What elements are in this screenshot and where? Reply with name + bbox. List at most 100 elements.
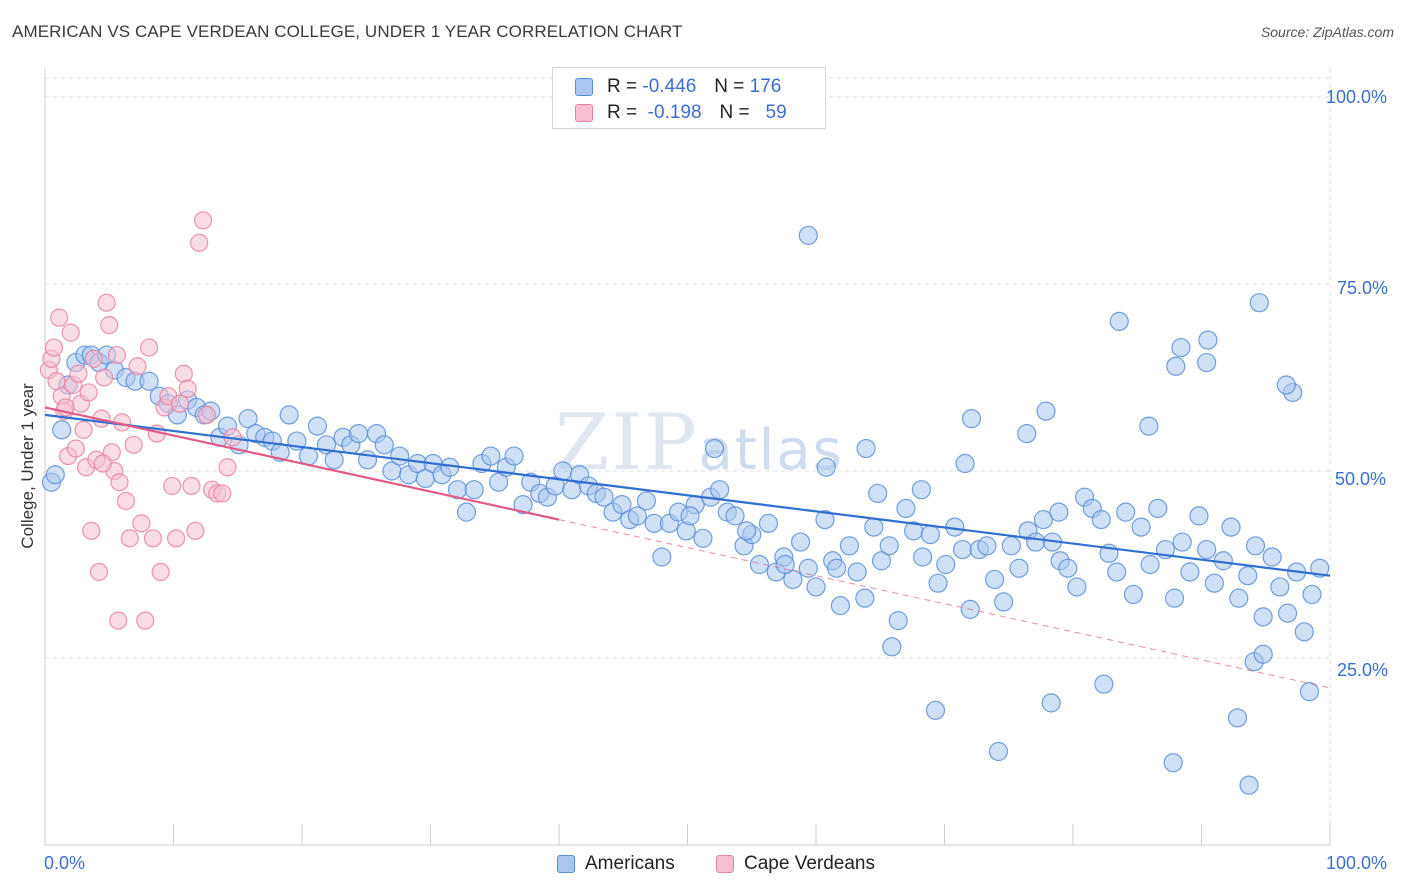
- american-point: [636, 491, 656, 511]
- bottom-legend-cape-verdeans[interactable]: Cape Verdeans: [716, 852, 875, 876]
- legend-n-value-cape-verdeans: 59: [765, 102, 787, 123]
- cape-verdean-point: [100, 316, 119, 335]
- american-point: [839, 536, 860, 556]
- american-point: [1026, 532, 1046, 552]
- american-point: [985, 569, 1005, 590]
- legend-swatch-cape-verdeans: [575, 104, 593, 122]
- cape-verdean-point: [170, 394, 190, 413]
- american-point: [489, 472, 509, 492]
- american-point: [1107, 562, 1127, 582]
- american-point: [1123, 584, 1143, 605]
- american-point: [749, 554, 770, 575]
- american-point: [1197, 539, 1217, 560]
- american-point: [1094, 674, 1114, 694]
- american-point: [1109, 311, 1129, 331]
- american-point: [925, 700, 946, 720]
- american-point: [790, 532, 811, 552]
- cape-verdean-point: [109, 611, 128, 630]
- american-point: [1239, 775, 1259, 795]
- legend-n-label: N =: [714, 76, 745, 97]
- american-point: [896, 498, 916, 518]
- american-point: [238, 409, 258, 429]
- cape-verdean-point: [93, 454, 112, 473]
- american-point: [920, 524, 940, 545]
- american-point: [1116, 502, 1136, 522]
- cape-verdean-point: [44, 338, 64, 357]
- american-point: [652, 547, 672, 567]
- american-point: [1164, 588, 1185, 608]
- american-point: [1262, 547, 1282, 567]
- american-point: [481, 446, 501, 466]
- american-point: [1310, 558, 1330, 578]
- american-point: [961, 409, 982, 429]
- cape-verdean-point: [120, 529, 139, 548]
- american-point: [324, 450, 344, 470]
- cape-verdeans-trend-line: [44, 406, 560, 521]
- cape-verdean-point: [186, 521, 205, 540]
- american-point: [955, 453, 975, 474]
- cape-verdean-point: [97, 293, 116, 312]
- american-point: [1140, 554, 1160, 575]
- american-point: [1276, 375, 1296, 395]
- american-point: [1204, 573, 1224, 593]
- american-point: [704, 438, 725, 459]
- american-point: [1041, 693, 1061, 713]
- cape-verdean-point: [66, 439, 85, 458]
- y-tick-label-75: 75.0%: [1337, 278, 1389, 298]
- american-point: [913, 547, 933, 567]
- cape-verdean-point: [139, 338, 159, 357]
- american-point: [374, 435, 394, 455]
- american-point: [798, 225, 818, 245]
- american-point: [864, 517, 884, 537]
- american-point: [612, 495, 632, 515]
- american-point: [693, 528, 713, 548]
- american-point: [806, 577, 826, 597]
- american-point: [826, 558, 847, 578]
- american-point: [830, 596, 851, 616]
- american-point: [1163, 753, 1183, 773]
- cape-verdean-point: [193, 211, 213, 230]
- american-point: [798, 558, 818, 578]
- american-point: [1009, 558, 1029, 578]
- american-point: [911, 480, 931, 500]
- americans-trend-line: [44, 413, 1331, 577]
- american-point: [1067, 577, 1087, 597]
- american-point: [627, 506, 647, 526]
- cape-verdean-point: [190, 233, 209, 252]
- american-point: [553, 461, 573, 481]
- american-point: [879, 536, 899, 556]
- american-point: [1198, 330, 1218, 350]
- american-point: [1253, 644, 1273, 664]
- american-point: [390, 446, 410, 466]
- american-point: [710, 480, 730, 500]
- american-point: [45, 465, 65, 485]
- american-point: [1091, 510, 1111, 530]
- american-point: [1148, 498, 1168, 518]
- cape-verdean-point: [132, 514, 151, 533]
- american-point: [1166, 356, 1186, 376]
- cape-verdean-point: [197, 405, 217, 424]
- cape-verdean-point: [50, 308, 69, 327]
- legend-r-value-americans: -0.446: [642, 76, 697, 97]
- cape-verdean-point: [143, 529, 163, 548]
- american-point: [783, 569, 803, 590]
- american-point: [1253, 607, 1273, 627]
- cape-verdean-point: [95, 368, 114, 387]
- american-point: [1221, 517, 1241, 537]
- american-point: [936, 554, 956, 575]
- bottom-legend-americans[interactable]: Americans: [557, 852, 675, 876]
- american-point: [758, 513, 779, 533]
- american-point: [1033, 510, 1054, 530]
- x-tick-label-0: 0.0%: [44, 853, 86, 873]
- american-point: [994, 592, 1014, 612]
- american-point: [1017, 424, 1037, 444]
- cape-verdean-point: [124, 435, 143, 454]
- american-point: [847, 562, 867, 582]
- legend-r-label: R =: [607, 76, 638, 97]
- cape-verdean-point: [84, 349, 103, 368]
- cape-verdean-point: [128, 357, 147, 376]
- american-point: [464, 480, 484, 500]
- bottom-legend-swatch-americans: [557, 855, 575, 873]
- cape-verdean-point: [82, 521, 101, 540]
